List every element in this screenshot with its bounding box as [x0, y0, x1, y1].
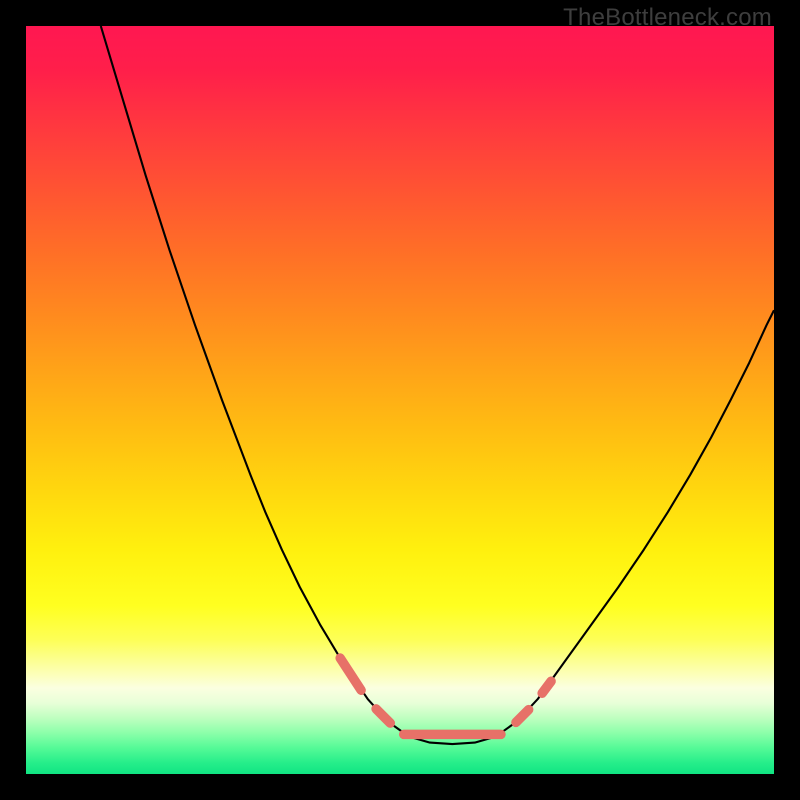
bottleneck-curve [101, 26, 774, 744]
chart-stage: TheBottleneck.com [0, 0, 800, 800]
plot-area [26, 26, 774, 774]
highlight-segment [376, 709, 390, 723]
highlight-segment [516, 710, 529, 723]
highlight-segment [542, 681, 551, 693]
highlight-segment [340, 658, 361, 690]
chart-svg [26, 26, 774, 774]
watermark-text: TheBottleneck.com [563, 4, 772, 32]
